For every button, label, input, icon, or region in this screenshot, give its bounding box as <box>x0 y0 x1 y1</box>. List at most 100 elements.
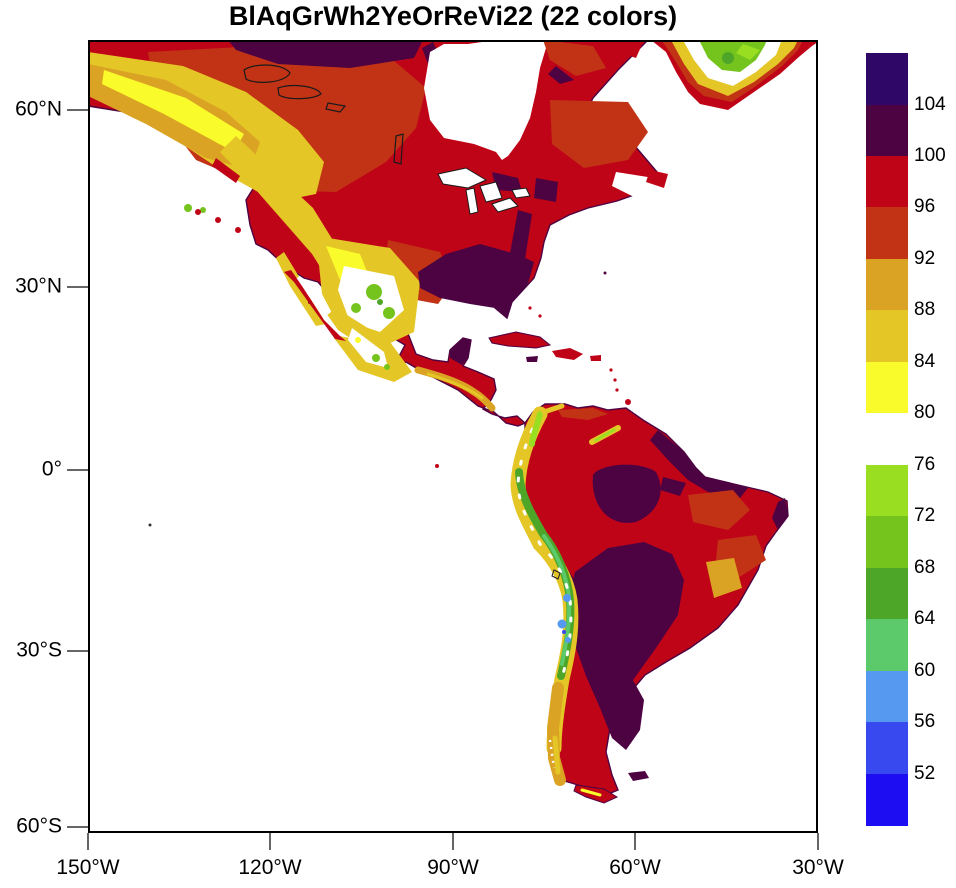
y-axis-tick <box>67 469 88 471</box>
puerto-rico <box>590 355 601 361</box>
venezuela-orange <box>558 408 608 420</box>
rockies-darkgreen-dot <box>377 299 383 305</box>
colorbar-tick-label: 60 <box>914 659 936 681</box>
lake-ontario <box>511 187 531 199</box>
patagonia-fjords <box>548 739 556 769</box>
x-axis-tick <box>452 833 454 850</box>
colorbar-tick-label: 76 <box>914 453 936 475</box>
venezuela-andes-arm <box>541 403 565 415</box>
lake-michigan <box>465 187 479 215</box>
falkland-islands <box>628 771 649 781</box>
colorbar-box <box>866 516 908 569</box>
alaska-range-bright <box>102 70 244 152</box>
arctic-island-purple <box>548 66 574 84</box>
mexico-green-dot <box>384 364 390 370</box>
colorbar-box <box>866 773 908 826</box>
x-axis-tick <box>634 833 636 850</box>
lake-superior <box>437 167 488 189</box>
quebec-region <box>550 100 648 168</box>
plot-title: BlAqGrWh2YeOrReVi22 (22 colors) <box>228 1 678 31</box>
y-axis-tick <box>67 650 88 652</box>
lakes-east-purple <box>534 178 558 202</box>
great-slave-lake <box>277 84 322 100</box>
y-axis-tick <box>67 109 88 111</box>
colorbar-tick-label: 96 <box>914 196 936 218</box>
x-axis-label: 30°W <box>792 856 844 879</box>
x-axis-label: 60°W <box>609 856 661 879</box>
galapagos-speck <box>435 464 439 468</box>
x-axis-tick <box>817 833 819 850</box>
plot-border <box>88 40 818 833</box>
colorbar-box <box>866 722 908 775</box>
cuba <box>488 331 552 349</box>
yucatan-purple <box>450 338 471 365</box>
lake-erie <box>491 197 519 213</box>
colorbar-tick-label: 104 <box>914 93 946 115</box>
tierra-del-fuego-yellow <box>580 788 602 797</box>
andes-white-speckles <box>516 412 573 681</box>
baja-california <box>284 270 346 341</box>
y-axis-tick <box>67 826 88 828</box>
greenland-darkgreen-spot <box>722 52 734 64</box>
central-america-yellow <box>426 372 484 400</box>
guiana-highland-green <box>594 428 616 442</box>
x-axis-label: 120°W <box>238 856 302 879</box>
lake-athabasca <box>325 102 347 113</box>
rockies-green-patch <box>351 303 361 313</box>
bermuda-speck <box>603 271 607 275</box>
lesser-antilles <box>615 388 619 392</box>
x-axis-tick <box>87 833 89 850</box>
lesser-antilles <box>609 368 613 372</box>
colorbar-tick-label: 84 <box>914 350 936 372</box>
southeast-us-region <box>418 244 534 318</box>
brazil-orange-patch <box>688 490 750 530</box>
colorbar-box <box>866 567 908 620</box>
lesser-antilles <box>613 378 617 382</box>
lake-titicaca-outline <box>551 569 561 580</box>
gulf-of-california <box>294 276 350 338</box>
panhandle-island <box>235 227 241 233</box>
arctic-island <box>608 40 644 58</box>
colorbar-tick-label: 100 <box>914 144 946 166</box>
greenland-yellowgreen-patch <box>736 44 760 60</box>
lakes-north-purple <box>492 172 522 192</box>
x-axis-label: 90°W <box>427 856 479 879</box>
vancouver-island <box>212 158 240 183</box>
panhandle-island <box>215 217 221 223</box>
y-axis-label: 30°N <box>15 274 62 298</box>
hispaniola <box>552 348 583 360</box>
y-axis-label: 30°S <box>16 638 62 662</box>
lake-huron <box>479 181 503 203</box>
altiplano-blue-patch <box>563 594 571 602</box>
colorbar-box <box>866 207 908 260</box>
south-brazil-purple-region <box>568 542 684 750</box>
altiplano-deepblue-dot <box>562 630 566 634</box>
mexico-bright-fleck <box>355 337 361 343</box>
colorbar-tick-label: 88 <box>914 299 936 321</box>
y-axis-tick <box>67 286 88 288</box>
baffin-island <box>543 40 606 76</box>
lake-winnipeg <box>393 133 404 165</box>
trinidad <box>625 399 631 405</box>
colorbar-tick-label: 68 <box>914 556 936 578</box>
amazon-purple-arm <box>660 477 686 496</box>
colorbar-box <box>866 361 908 414</box>
panhandle-island <box>255 235 261 241</box>
patagonia-yellow-core <box>552 735 561 775</box>
y-axis-label: 0° <box>41 457 62 481</box>
arctic-coast-band <box>228 40 423 68</box>
northern-lakes-outlines <box>243 64 404 165</box>
colorbar-box <box>866 104 908 157</box>
colorbar-box <box>866 53 908 106</box>
pacific-speck <box>148 523 152 527</box>
amazon-purple-region <box>592 464 661 523</box>
mexico-green-dot <box>372 354 380 362</box>
colorbar-tick-label: 56 <box>914 711 936 733</box>
colorbar-tick-label: 64 <box>914 608 936 630</box>
colorbar-box <box>866 310 908 363</box>
panhandle-island <box>195 209 201 215</box>
colombia-andes-arm <box>529 411 543 447</box>
altiplano-blue-patch <box>565 637 571 643</box>
y-axis-label: 60°S <box>16 814 62 838</box>
east-tip-purple <box>772 498 788 530</box>
